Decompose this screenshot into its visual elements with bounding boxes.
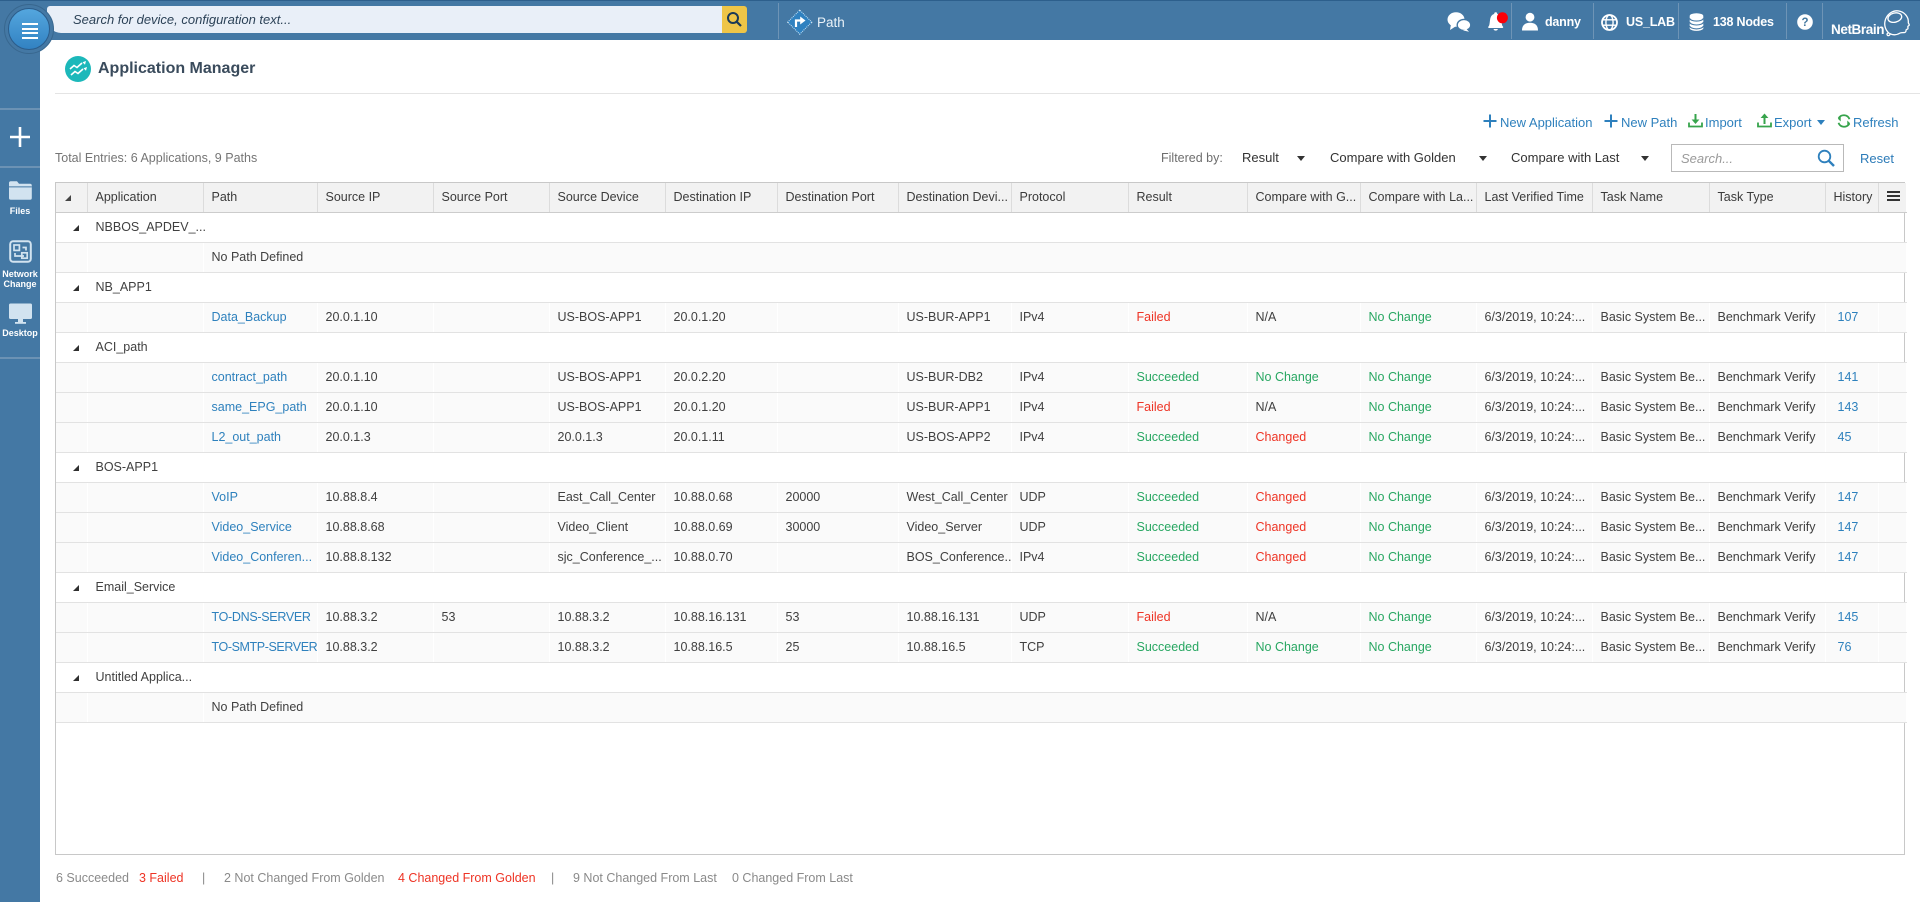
svg-text:?: ? <box>1801 17 1808 29</box>
